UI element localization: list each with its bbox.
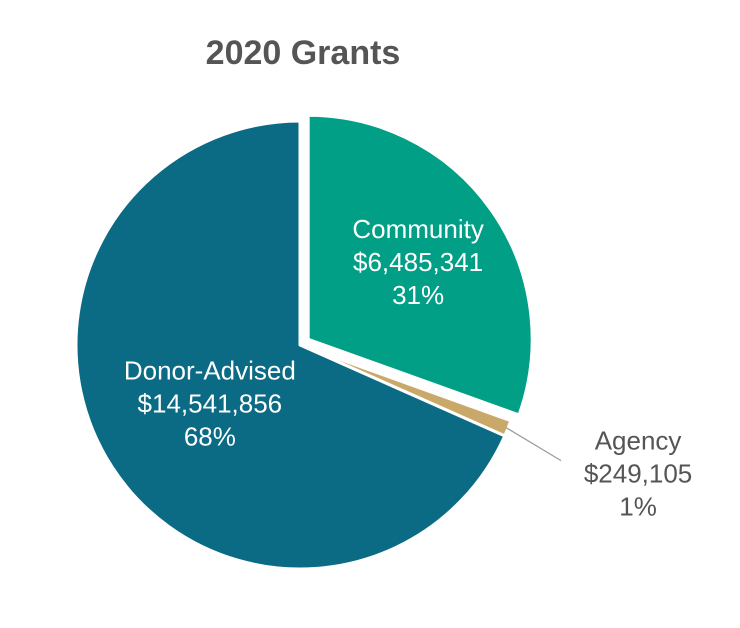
slice-label-donor-advised: Donor-Advised <box>124 356 296 386</box>
slice-label-agency: Agency <box>595 426 682 456</box>
slice-value-donor-advised: $14,541,856 <box>138 389 283 419</box>
chart-title: 2020 Grants <box>206 34 401 72</box>
pie-slice-community <box>306 113 534 417</box>
pie-slices <box>74 113 534 571</box>
slice-percent-community: 31% <box>392 280 444 310</box>
agency-leader-line <box>505 427 562 462</box>
slice-label-community: Community <box>352 214 483 244</box>
slice-value-community: $6,485,341 <box>353 247 483 277</box>
slice-percent-donor-advised: 68% <box>184 422 236 452</box>
slice-value-agency: $249,105 <box>584 459 692 489</box>
pie-slice-donor-advised <box>74 119 507 571</box>
slice-percent-agency: 1% <box>619 492 657 522</box>
